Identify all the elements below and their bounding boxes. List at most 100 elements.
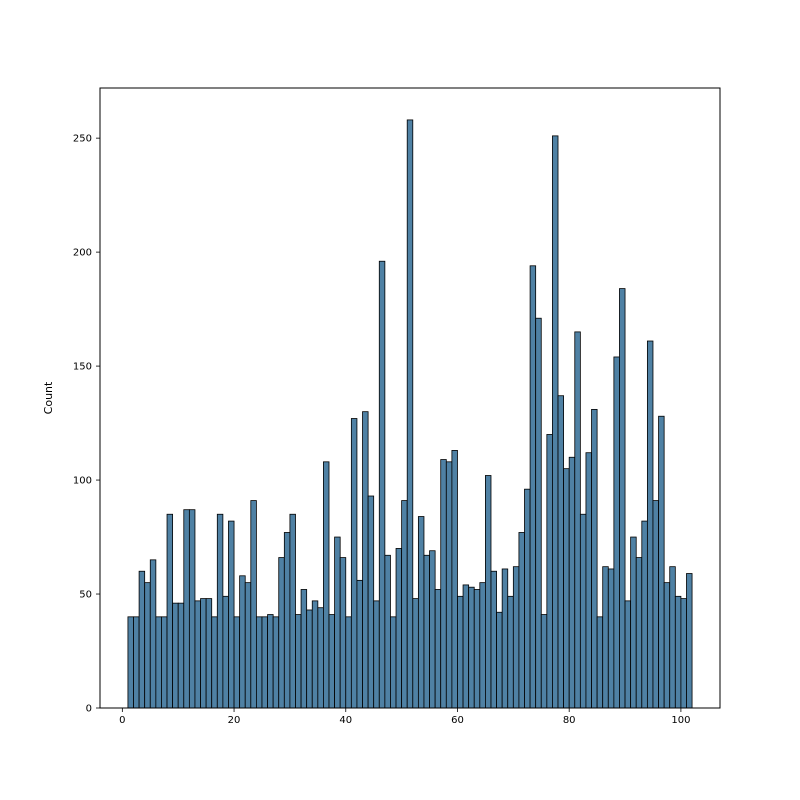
histogram-bar <box>497 612 503 708</box>
histogram-bar <box>223 596 229 708</box>
histogram-bar <box>329 615 335 708</box>
x-tick-label: 60 <box>451 715 464 726</box>
histogram-bar <box>569 457 575 708</box>
histogram-bar <box>424 555 430 708</box>
histogram-bar <box>670 567 676 708</box>
histogram-bar <box>256 617 262 708</box>
histogram-bar <box>614 357 620 708</box>
histogram-bar <box>474 589 480 708</box>
histogram-bar <box>530 266 536 708</box>
histogram-bar <box>575 332 581 708</box>
histogram-bar <box>469 587 475 708</box>
histogram-bar <box>368 496 374 708</box>
histogram-bar <box>268 615 274 708</box>
histogram-bar <box>407 120 413 708</box>
histogram-bar <box>128 617 134 708</box>
histogram-bar <box>351 419 357 708</box>
histogram-bar <box>374 601 380 708</box>
histogram-bar <box>167 514 173 708</box>
histogram-bar <box>457 596 463 708</box>
histogram-bar <box>642 521 648 708</box>
y-tick-label: 150 <box>73 362 92 373</box>
histogram-bar <box>541 615 547 708</box>
x-tick-label: 40 <box>339 715 352 726</box>
histogram-bar <box>592 409 598 708</box>
histogram-bar <box>536 318 542 708</box>
histogram-bar <box>659 416 665 708</box>
histogram-bar <box>273 617 279 708</box>
y-tick-label: 100 <box>73 476 92 487</box>
histogram-bar <box>508 596 514 708</box>
histogram-bar <box>335 537 341 708</box>
x-tick-label: 80 <box>563 715 576 726</box>
histogram-bar <box>625 601 631 708</box>
histogram-bar <box>491 571 497 708</box>
histogram-bar <box>385 555 391 708</box>
histogram-bar <box>363 412 369 708</box>
histogram-bar <box>240 576 246 708</box>
y-axis-label: Count <box>42 381 55 414</box>
histogram-bar <box>290 514 296 708</box>
histogram-bar <box>597 617 603 708</box>
histogram-bar <box>586 453 592 708</box>
histogram-bar <box>653 501 659 708</box>
histogram-bar <box>418 517 424 708</box>
histogram-bar <box>234 617 240 708</box>
y-tick-label: 0 <box>86 704 92 715</box>
histogram-bar <box>217 514 223 708</box>
histogram-bar <box>178 603 184 708</box>
y-tick-label: 50 <box>79 590 92 601</box>
histogram-bar <box>206 599 212 708</box>
histogram-bar <box>134 617 140 708</box>
histogram-bar <box>307 610 313 708</box>
histogram-bar <box>463 585 469 708</box>
histogram-bar <box>519 532 525 708</box>
histogram-bar <box>323 462 329 708</box>
histogram-bar <box>664 583 670 708</box>
histogram-bar <box>161 617 167 708</box>
histogram-bar <box>402 501 408 708</box>
histogram-bar <box>396 548 402 708</box>
histogram-bar <box>430 551 436 708</box>
histogram-bar <box>435 589 441 708</box>
histogram-bar <box>312 601 318 708</box>
histogram-bar <box>340 558 346 708</box>
histogram-bar <box>173 603 179 708</box>
histogram-bar <box>184 510 190 708</box>
histogram-bar <box>636 558 642 708</box>
histogram-bar <box>279 558 285 708</box>
histogram-bar <box>513 567 519 708</box>
histogram-bar <box>150 560 156 708</box>
histogram-bar <box>564 469 570 708</box>
histogram-bar <box>390 617 396 708</box>
histogram-bar <box>251 501 257 708</box>
histogram-bar <box>262 617 268 708</box>
histogram-bar <box>647 341 653 708</box>
histogram-bar <box>552 136 558 708</box>
histogram-bar <box>357 580 363 708</box>
histogram-chart: 020406080100050100150200250Count <box>0 0 800 800</box>
histogram-bar <box>318 608 324 708</box>
histogram-bar <box>480 583 486 708</box>
histogram-bar <box>379 261 385 708</box>
histogram-bar <box>631 537 637 708</box>
histogram-bar <box>295 615 301 708</box>
histogram-bar <box>145 583 151 708</box>
histogram-bar <box>212 617 218 708</box>
histogram-bar <box>301 589 307 708</box>
histogram-bar <box>502 569 508 708</box>
histogram-bar <box>446 462 452 708</box>
histogram-bar <box>580 514 586 708</box>
histogram-bar <box>228 521 234 708</box>
histogram-bar <box>245 583 251 708</box>
x-tick-label: 0 <box>119 715 125 726</box>
histogram-bar <box>452 450 458 708</box>
histogram-bar <box>156 617 162 708</box>
histogram-bar <box>681 599 687 708</box>
y-tick-label: 250 <box>73 134 92 145</box>
histogram-bar <box>675 596 681 708</box>
histogram-bar <box>346 617 352 708</box>
histogram-bar <box>686 574 692 708</box>
y-tick-label: 200 <box>73 248 92 259</box>
histogram-bar <box>189 510 195 708</box>
